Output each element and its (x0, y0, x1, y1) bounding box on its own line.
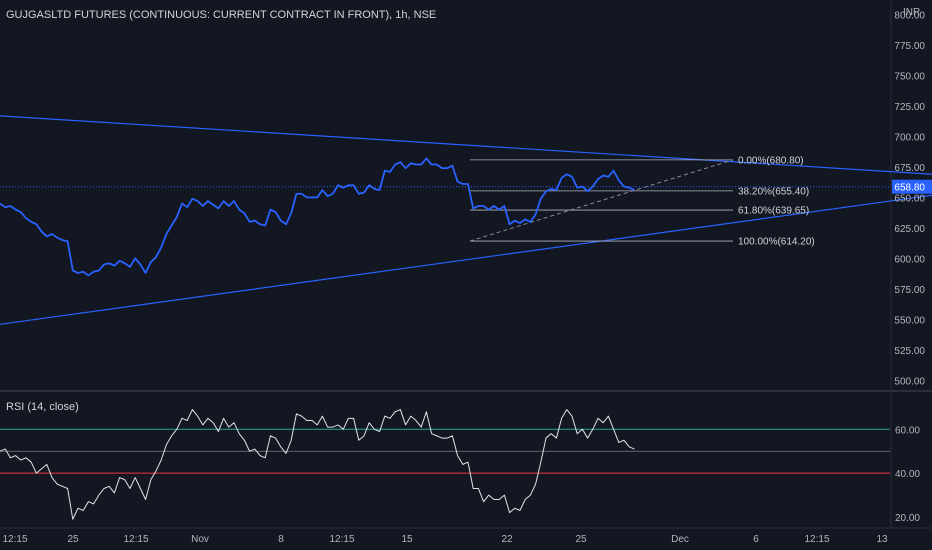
rsi-tick-label: 20.00 (895, 513, 920, 524)
time-tick-label: 25 (575, 534, 587, 545)
price-tick-label: 575.00 (894, 285, 925, 296)
last-price-label: 658.80 (894, 183, 925, 194)
fib-trend-dashed-line (469, 159, 734, 242)
time-tick-label: 12:15 (329, 534, 354, 545)
price-tick-label: 525.00 (894, 346, 925, 357)
fib-level-label: 38.20%(655.40) (738, 186, 809, 197)
price-tick-label: 750.00 (894, 72, 925, 83)
time-tick-label: 15 (401, 534, 413, 545)
time-tick-label: 12:15 (804, 534, 829, 545)
price-tick-label: 500.00 (894, 376, 925, 387)
rsi-tick-label: 60.00 (895, 425, 920, 436)
chart-title: GUJGASLTD FUTURES (CONTINUOUS: CURRENT C… (6, 9, 437, 21)
price-tick-label: 675.00 (894, 163, 925, 174)
time-tick-label: 12:15 (123, 534, 148, 545)
rsi-tick-label: 40.00 (895, 469, 920, 480)
rsi-indicator-title[interactable]: RSI (14, close) (6, 401, 79, 413)
trendline (0, 194, 932, 325)
price-tick-label: 600.00 (894, 254, 925, 265)
time-tick-label: Dec (671, 534, 689, 545)
price-tick-label: 625.00 (894, 224, 925, 235)
price-tick-label: 725.00 (894, 102, 925, 113)
time-tick-label: Nov (191, 534, 209, 545)
time-tick-label: 8 (278, 534, 284, 545)
price-series-line (0, 157, 635, 277)
time-tick-label: 13 (876, 534, 888, 545)
last-price-badge (892, 179, 932, 194)
price-tick-label: 700.00 (894, 133, 925, 144)
fib-level-label: 100.00%(614.20) (738, 237, 815, 248)
price-tick-label: 550.00 (894, 315, 925, 326)
time-tick-label: 25 (67, 534, 79, 545)
price-tick-label: 775.00 (894, 41, 925, 52)
time-tick-label: 6 (753, 534, 759, 545)
currency-label: INR (903, 7, 921, 18)
trendline (0, 115, 932, 175)
time-tick-label: 12:15 (2, 534, 27, 545)
fib-level-label: 61.80%(639.65) (738, 206, 809, 217)
price-tick-label: 800.00 (894, 11, 925, 22)
price-tick-label: 650.00 (894, 193, 925, 204)
time-tick-label: 22 (501, 534, 513, 545)
fib-level-label: 0.00%(680.80) (738, 155, 804, 166)
rsi-series-line (0, 409, 635, 520)
